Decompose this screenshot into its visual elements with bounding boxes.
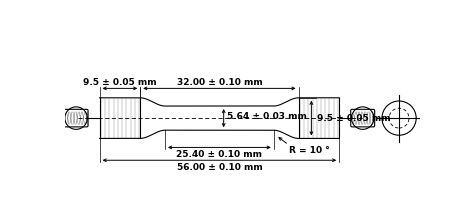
Text: 56.00 ± 0.10 mm: 56.00 ± 0.10 mm: [176, 163, 262, 172]
Text: 9.5 ± 0.05 mm: 9.5 ± 0.05 mm: [317, 114, 390, 123]
Text: 9.5 ± 0.05 mm: 9.5 ± 0.05 mm: [83, 78, 157, 87]
Text: 25.40 ± 0.10 mm: 25.40 ± 0.10 mm: [176, 150, 263, 159]
Text: R = 10 °: R = 10 °: [289, 146, 330, 155]
Text: 5.64 ± 0.03 mm: 5.64 ± 0.03 mm: [227, 112, 307, 121]
Text: 32.00 ± 0.10 mm: 32.00 ± 0.10 mm: [176, 78, 262, 87]
